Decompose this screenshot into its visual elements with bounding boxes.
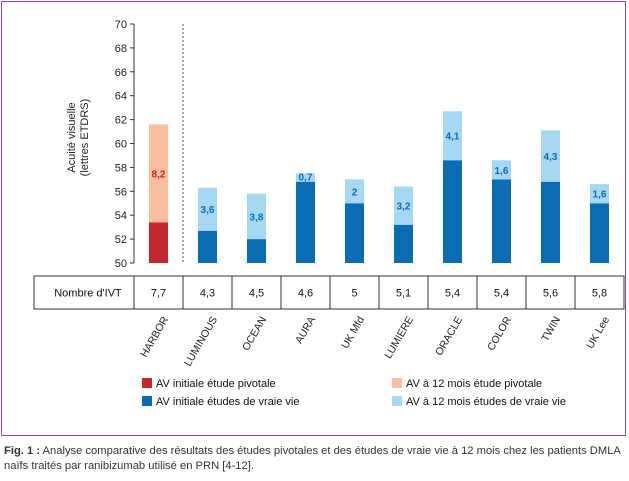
ivt-value: 7,7 <box>151 288 166 300</box>
ivt-value: 5,1 <box>396 288 411 300</box>
y-tick-label: 58 <box>115 162 127 174</box>
y-tick-label: 68 <box>115 43 127 55</box>
bar-baseline <box>541 181 560 263</box>
y-tick-label: 54 <box>115 210 127 222</box>
ivt-table <box>33 275 625 310</box>
ivt-value: 4,5 <box>249 288 264 300</box>
category-label: HARBOR <box>138 314 171 359</box>
bar-gain <box>541 130 560 182</box>
legend-label: AV à 12 mois études de vraie vie <box>406 396 566 408</box>
y-tick-label: 66 <box>115 67 127 79</box>
ivt-value: 5,4 <box>445 288 460 300</box>
bar-gain-label: 4,3 <box>544 152 558 163</box>
ivt-value: 4,6 <box>298 288 313 300</box>
bar-gain-label: 1,6 <box>593 190 607 201</box>
bar-baseline <box>247 239 266 263</box>
bar-gain <box>296 173 315 182</box>
bar-gain <box>149 124 168 223</box>
legend-swatch <box>392 378 402 388</box>
legend-label: AV à 12 mois étude pivotale <box>406 378 542 390</box>
bar-baseline <box>394 224 413 263</box>
bar-gain-label: 3,6 <box>201 205 215 216</box>
y-axis-label: Acuité visuelle(lettres ETDRS) <box>66 99 91 177</box>
bar-gain-label: 3,2 <box>397 202 411 213</box>
y-tick-label: 64 <box>115 91 127 103</box>
bar-gain <box>247 193 266 240</box>
bar-gain <box>198 187 217 231</box>
bar-gain-label: 3,8 <box>250 212 264 223</box>
bar-baseline <box>345 203 364 263</box>
legend-label: AV initiale étude pivotale <box>156 378 276 390</box>
bar-gain <box>345 179 364 204</box>
legend-label: AV initiale études de vraie vie <box>156 396 300 408</box>
category-label: UK Mfd <box>339 314 367 350</box>
caption-text: Analyse comparative des résultats des ét… <box>4 445 621 472</box>
legend-swatch <box>142 378 152 388</box>
y-tick-label: 56 <box>115 186 127 198</box>
bar-gain-label: 8,2 <box>152 169 166 180</box>
ivt-value: 5,8 <box>592 288 607 300</box>
legend-swatch <box>142 396 152 406</box>
category-label: AURA <box>293 315 318 346</box>
ivt-value: 4,3 <box>200 288 215 300</box>
bar-baseline <box>149 222 168 263</box>
bar-baseline <box>443 160 462 263</box>
bar-baseline <box>296 181 315 263</box>
ivt-value: 5,6 <box>543 288 558 300</box>
category-label: ORACLE <box>433 315 465 358</box>
category-label: UK Lee <box>584 314 612 350</box>
bar-baseline <box>198 230 217 263</box>
y-tick-label: 62 <box>115 115 127 127</box>
category-label: LUMINOUS <box>182 315 220 369</box>
y-tick-label: 52 <box>115 234 127 246</box>
bar-gain <box>492 160 511 180</box>
y-tick-label: 70 <box>115 19 127 31</box>
y-tick-label: 60 <box>115 139 127 151</box>
category-label: COLOR <box>485 314 514 353</box>
bar-gain-label: 0,7 <box>299 173 313 184</box>
bar-gain-label: 2 <box>352 187 358 198</box>
figure-caption: Fig. 1 : Analyse comparative des résulta… <box>4 444 624 474</box>
legend-swatch <box>392 396 402 406</box>
bar-gain <box>443 111 462 161</box>
bar-gain-label: 4,1 <box>446 132 460 143</box>
y-tick-label: 50 <box>115 258 127 270</box>
ivt-value: 5 <box>351 288 357 300</box>
bar-gain-label: 1,6 <box>495 166 509 177</box>
category-label: OCEAN <box>240 315 269 353</box>
bar-baseline <box>590 203 609 263</box>
bar-gain <box>590 184 609 204</box>
ivt-value: 5,4 <box>494 288 509 300</box>
ivt-row-label: Nombre d'IVT <box>54 288 122 300</box>
bar-gain <box>394 186 413 225</box>
caption-prefix: Fig. 1 : <box>4 445 41 457</box>
figure-frame: 50 52 54 56 58 60 62 64 66 68 70 Acuité visuelle(le… <box>1 1 626 436</box>
bar-baseline <box>492 179 511 263</box>
category-label: LUMIERE <box>382 315 416 361</box>
category-label: TWIN <box>539 315 563 344</box>
